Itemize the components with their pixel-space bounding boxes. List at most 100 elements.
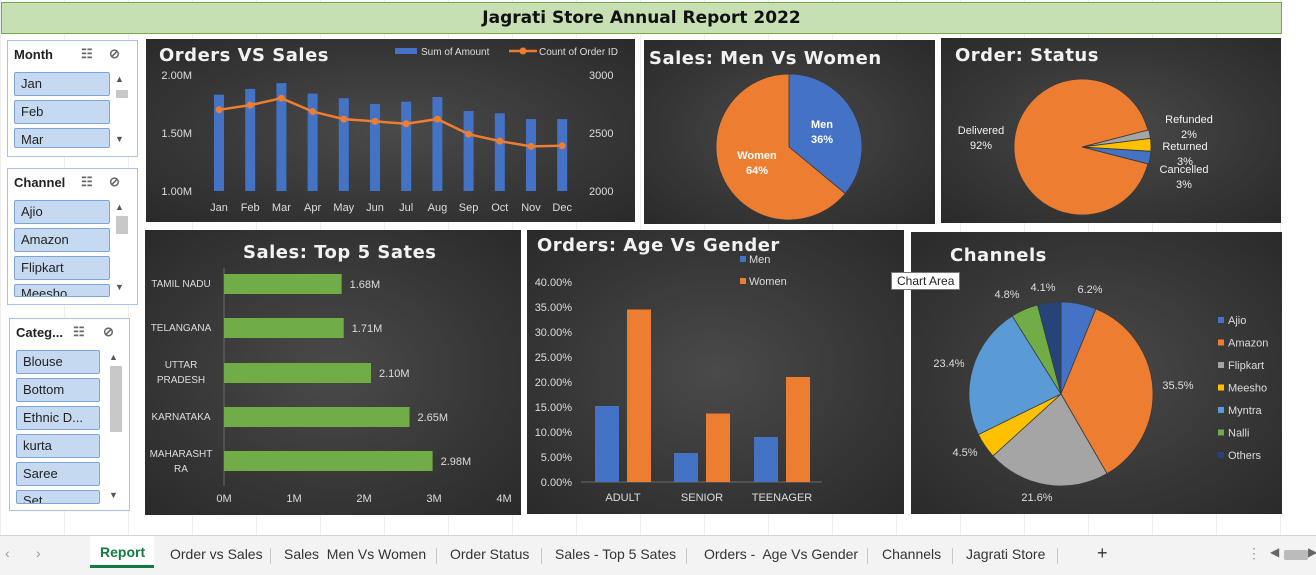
amount-bar	[526, 119, 536, 191]
channel-slicer-label: Channel	[14, 174, 66, 190]
channel-item-amazon[interactable]: Amazon	[14, 228, 110, 252]
multi-select-icon[interactable]: ☷	[81, 174, 93, 189]
clear-filter-icon[interactable]: ⊘	[109, 174, 120, 189]
channel-slice	[992, 393, 1108, 487]
tab-top5-states[interactable]: Sales - Top 5 Sates	[555, 546, 677, 562]
scroll-down-icon[interactable]: ▼	[115, 282, 124, 292]
tab-divider	[270, 548, 271, 564]
legend-label: Meesho	[1228, 383, 1267, 395]
x-tick-label: TEENAGER	[752, 492, 813, 504]
y-tick-right: 2500	[589, 128, 613, 140]
order-status-svg: Delivered 92% Refunded 2% Returned 3% Ca…	[958, 78, 1213, 216]
report-title[interactable]: Jagrati Store Annual Report 2022	[1, 2, 1282, 34]
legend-swatch	[1218, 407, 1224, 413]
chart-title: Orders: Age Vs Gender	[537, 235, 780, 256]
y-tick-right: 3000	[589, 70, 613, 82]
horizontal-scroll-thumb[interactable]	[1284, 550, 1308, 560]
channel-item-flipkart[interactable]: Flipkart	[14, 256, 110, 280]
scroll-up-icon[interactable]: ▲	[115, 74, 124, 84]
scroll-left-icon[interactable]: ◀	[1270, 545, 1280, 559]
clear-filter-icon[interactable]: ⊘	[109, 46, 120, 61]
add-sheet-button[interactable]: +	[1097, 543, 1108, 563]
month-item-feb[interactable]: Feb	[14, 100, 110, 124]
tab-sales-men-women[interactable]: Sales Men Vs Women	[284, 546, 427, 562]
scroll-right-icon[interactable]: ▶	[1308, 545, 1316, 559]
orders-vs-sales-chart[interactable]: Orders VS Sales Sum of Amount Count of O…	[146, 39, 635, 222]
channel-scrollbar[interactable]: ▲ ▼	[113, 200, 129, 296]
tab-channels[interactable]: Channels	[882, 546, 942, 562]
category-item-ethnic[interactable]: Ethnic D...	[16, 406, 100, 430]
orders-point	[496, 137, 504, 145]
scroll-thumb[interactable]	[110, 366, 122, 432]
x-tick-label: SENIOR	[681, 492, 723, 504]
orders-point	[402, 120, 410, 128]
legend-label-men: Men	[749, 254, 770, 266]
tab-order-status[interactable]: Order Status	[450, 546, 530, 562]
month-slicer[interactable]: Month ☷ ⊘ Jan Feb Mar ▲ ▼	[7, 40, 138, 157]
multi-select-icon[interactable]: ☷	[81, 46, 93, 61]
channels-chart[interactable]: Channels Ajio Amazon Flipkart Meesho Myntra N…	[911, 232, 1282, 514]
tab-divider	[436, 548, 437, 564]
y-tick-label: 0.00%	[541, 477, 572, 489]
age-vs-gender-chart[interactable]: Orders: Age Vs Gender Men Women 40.00% 35…	[527, 230, 904, 514]
orders-point	[340, 115, 348, 123]
order-status-chart[interactable]: Order: Status Delivered 92% Refunded 2% …	[941, 38, 1281, 223]
scroll-up-icon[interactable]: ▲	[109, 352, 118, 362]
state-label: MAHARASHT	[150, 449, 213, 460]
category-item-set[interactable]: Set	[16, 490, 100, 504]
state-label: KARNATAKA	[151, 412, 210, 423]
y-tick-left: 1.50M	[161, 128, 192, 140]
women-bar	[786, 377, 810, 482]
scroll-down-icon[interactable]: ▼	[109, 490, 118, 500]
channel-pct-meesho: 4.5%	[952, 447, 977, 459]
scroll-up-icon[interactable]: ▲	[115, 202, 124, 212]
sheet-tab-bar: ‹ › Report Order vs Sales Sales Men Vs W…	[0, 535, 1316, 575]
tab-divider	[686, 548, 687, 564]
chart-area-tooltip: Chart Area	[891, 272, 961, 290]
clear-filter-icon[interactable]: ⊘	[103, 324, 114, 339]
channel-item-ajio[interactable]: Ajio	[14, 200, 110, 224]
pie-pct-men: 36%	[811, 134, 833, 146]
amount-bar	[276, 83, 287, 191]
x-tick-label: Mar	[272, 202, 291, 214]
x-tick-label: Sep	[459, 202, 479, 214]
men-vs-women-chart[interactable]: Sales: Men Vs Women Men 36% Women 64%	[644, 40, 935, 224]
category-item-saree[interactable]: Saree	[16, 462, 100, 486]
month-item-jan[interactable]: Jan	[14, 72, 110, 96]
bar-value-label: 1.68M	[350, 279, 381, 291]
next-sheet-icon[interactable]: ›	[36, 545, 41, 561]
scroll-thumb[interactable]	[116, 90, 128, 98]
channel-item-meesho[interactable]: Meesho	[14, 284, 110, 297]
x-tick-label: Feb	[241, 202, 260, 214]
legend-swatch	[1218, 384, 1224, 391]
category-slicer[interactable]: Categ... ☷ ⊘ Blouse Bottom Ethnic D... k…	[9, 318, 130, 511]
more-options-icon[interactable]: ⋮	[1247, 545, 1261, 561]
category-item-blouse[interactable]: Blouse	[16, 350, 100, 374]
x-tick-label: Dec	[552, 202, 572, 214]
month-item-mar[interactable]: Mar	[14, 128, 110, 148]
category-item-bottom[interactable]: Bottom	[16, 378, 100, 402]
tab-age-gender[interactable]: Orders - Age Vs Gender	[704, 546, 859, 562]
orders-point	[277, 94, 285, 102]
channel-slice	[1060, 308, 1154, 475]
channel-slicer[interactable]: Channel ☷ ⊘ Ajio Amazon Flipkart Meesho …	[7, 168, 138, 305]
tab-jagrati-store[interactable]: Jagrati Store	[966, 546, 1046, 562]
y-tick-label: 5.00%	[541, 452, 572, 464]
category-item-kurta[interactable]: kurta	[16, 434, 100, 458]
month-slicer-header: Month ☷ ⊘	[8, 41, 137, 67]
x-tick-label: 2M	[356, 493, 371, 505]
tab-report[interactable]: Report	[100, 544, 146, 560]
prev-sheet-icon[interactable]: ‹	[5, 545, 10, 561]
scroll-down-icon[interactable]: ▼	[115, 134, 124, 144]
tab-order-vs-sales[interactable]: Order vs Sales	[170, 546, 263, 562]
category-scrollbar[interactable]: ▲ ▼	[107, 350, 123, 502]
month-scrollbar[interactable]: ▲ ▼	[113, 72, 129, 148]
amount-bar	[557, 119, 568, 191]
multi-select-icon[interactable]: ☷	[73, 324, 85, 339]
legend-swatch	[1218, 452, 1224, 458]
legend-label: Flipkart	[1228, 360, 1264, 372]
tab-divider	[1057, 548, 1058, 564]
y-tick-label: 25.00%	[535, 352, 573, 364]
top5-states-chart[interactable]: Sales: Top 5 Sates TAMIL NADU TELANGANA …	[145, 230, 521, 515]
scroll-thumb[interactable]	[116, 216, 128, 234]
